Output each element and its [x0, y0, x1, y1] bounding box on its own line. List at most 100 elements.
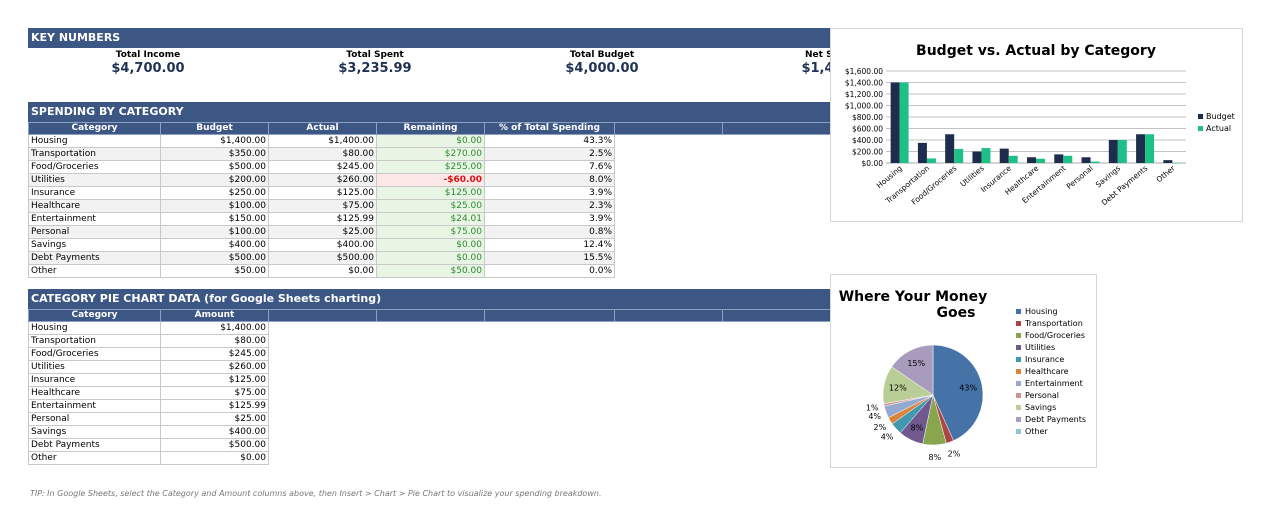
cell-category[interactable]: Utilities	[28, 173, 161, 187]
cell-budget[interactable]: $500.00	[160, 251, 269, 265]
cell-pct[interactable]: 3.9%	[484, 212, 615, 226]
column-header[interactable]	[722, 122, 831, 135]
cell-category[interactable]: Housing	[28, 134, 161, 148]
cell-category[interactable]: Other	[28, 264, 161, 278]
cell-remaining[interactable]: $125.00	[376, 186, 485, 200]
cell-pct[interactable]: 15.5%	[484, 251, 615, 265]
budget-vs-actual-chart[interactable]: Budget vs. Actual by Category $0.00 $200.0…	[830, 28, 1243, 222]
column-header[interactable]: % of Total Spending	[484, 122, 615, 135]
cell-actual[interactable]: $125.99	[268, 212, 377, 226]
column-header[interactable]: Amount	[160, 309, 269, 322]
cell-amount[interactable]: $500.00	[160, 438, 269, 452]
legend-swatch	[1198, 126, 1203, 131]
cell-category[interactable]: Utilities	[28, 360, 161, 374]
pie-slice-label: 2%	[874, 423, 887, 432]
cell-category[interactable]: Entertainment	[28, 212, 161, 226]
column-header[interactable]: Category	[28, 122, 161, 135]
cell-pct[interactable]: 7.6%	[484, 160, 615, 174]
cell-budget[interactable]: $500.00	[160, 160, 269, 174]
cell-budget[interactable]: $150.00	[160, 212, 269, 226]
cell-category[interactable]: Entertainment	[28, 399, 161, 413]
cell-budget[interactable]: $350.00	[160, 147, 269, 161]
cell-remaining[interactable]: $25.00	[376, 199, 485, 213]
spending-table: Category Budget Actual Remaining% of Total …	[28, 122, 831, 278]
column-header[interactable]	[268, 309, 377, 322]
cell-amount[interactable]: $25.00	[160, 412, 269, 426]
cell-amount[interactable]: $1,400.00	[160, 321, 269, 335]
cell-actual[interactable]: $260.00	[268, 173, 377, 187]
cell-amount[interactable]: $245.00	[160, 347, 269, 361]
cell-actual[interactable]: $80.00	[268, 147, 377, 161]
cell-amount[interactable]: $80.00	[160, 334, 269, 348]
cell-pct[interactable]: 43.3%	[484, 134, 615, 148]
cell-amount[interactable]: $0.00	[160, 451, 269, 465]
y-tick-label: $0.00	[862, 159, 884, 168]
cell-budget[interactable]: $50.00	[160, 264, 269, 278]
cell-category[interactable]: Savings	[28, 238, 161, 252]
cell-pct[interactable]: 3.9%	[484, 186, 615, 200]
column-header[interactable]	[722, 309, 831, 322]
cell-pct[interactable]: 2.3%	[484, 199, 615, 213]
cell-amount[interactable]: $400.00	[160, 425, 269, 439]
where-money-goes-chart[interactable]: Where Your Money Goes 43% 2% 8% 8% 4% 2% 4% 1% 12%…	[830, 274, 1097, 468]
cell-actual[interactable]: $1,400.00	[268, 134, 377, 148]
cell-category[interactable]: Housing	[28, 321, 161, 335]
cell-category[interactable]: Insurance	[28, 373, 161, 387]
cell-amount[interactable]: $260.00	[160, 360, 269, 374]
cell-remaining[interactable]: $0.00	[376, 251, 485, 265]
cell-remaining[interactable]: $75.00	[376, 225, 485, 239]
cell-remaining[interactable]: $24.01	[376, 212, 485, 226]
cell-category[interactable]: Transportation	[28, 334, 161, 348]
cell-actual[interactable]: $500.00	[268, 251, 377, 265]
bar-budget	[1054, 154, 1064, 163]
cell-budget[interactable]: $1,400.00	[160, 134, 269, 148]
column-header[interactable]: Remaining	[376, 122, 485, 135]
cell-actual[interactable]: $400.00	[268, 238, 377, 252]
bar-actual	[899, 82, 909, 163]
column-header[interactable]: Budget	[160, 122, 269, 135]
cell-category[interactable]: Insurance	[28, 186, 161, 200]
cell-budget[interactable]: $400.00	[160, 238, 269, 252]
cell-amount[interactable]: $125.99	[160, 399, 269, 413]
cell-remaining[interactable]: $255.00	[376, 160, 485, 174]
cell-budget[interactable]: $200.00	[160, 173, 269, 187]
cell-remaining[interactable]: $0.00	[376, 134, 485, 148]
cell-pct[interactable]: 0.0%	[484, 264, 615, 278]
cell-category[interactable]: Food/Groceries	[28, 347, 161, 361]
cell-category[interactable]: Healthcare	[28, 386, 161, 400]
cell-remaining[interactable]: $0.00	[376, 238, 485, 252]
cell-actual[interactable]: $245.00	[268, 160, 377, 174]
cell-category[interactable]: Debt Payments	[28, 251, 161, 265]
cell-category[interactable]: Transportation	[28, 147, 161, 161]
column-header[interactable]: Actual	[268, 122, 377, 135]
column-header[interactable]: Category	[28, 309, 161, 322]
cell-category[interactable]: Debt Payments	[28, 438, 161, 452]
cell-amount[interactable]: $75.00	[160, 386, 269, 400]
column-header[interactable]	[614, 309, 723, 322]
column-header[interactable]	[376, 309, 485, 322]
cell-pct[interactable]: 12.4%	[484, 238, 615, 252]
cell-remaining[interactable]: $50.00	[376, 264, 485, 278]
cell-remaining[interactable]: -$60.00	[376, 173, 485, 187]
cell-pct[interactable]: 0.8%	[484, 225, 615, 239]
cell-category[interactable]: Healthcare	[28, 199, 161, 213]
cell-actual[interactable]: $25.00	[268, 225, 377, 239]
cell-budget[interactable]: $100.00	[160, 199, 269, 213]
cell-remaining[interactable]: $270.00	[376, 147, 485, 161]
cell-category[interactable]: Food/Groceries	[28, 160, 161, 174]
cell-amount[interactable]: $125.00	[160, 373, 269, 387]
legend-label: Healthcare	[1025, 367, 1069, 376]
cell-actual[interactable]: $0.00	[268, 264, 377, 278]
cell-budget[interactable]: $250.00	[160, 186, 269, 200]
cell-pct[interactable]: 2.5%	[484, 147, 615, 161]
cell-actual[interactable]: $125.00	[268, 186, 377, 200]
cell-category[interactable]: Savings	[28, 425, 161, 439]
cell-budget[interactable]: $100.00	[160, 225, 269, 239]
column-header[interactable]	[484, 309, 615, 322]
cell-category[interactable]: Other	[28, 451, 161, 465]
cell-category[interactable]: Personal	[28, 412, 161, 426]
cell-category[interactable]: Personal	[28, 225, 161, 239]
cell-actual[interactable]: $75.00	[268, 199, 377, 213]
column-header[interactable]	[614, 122, 723, 135]
cell-pct[interactable]: 8.0%	[484, 173, 615, 187]
